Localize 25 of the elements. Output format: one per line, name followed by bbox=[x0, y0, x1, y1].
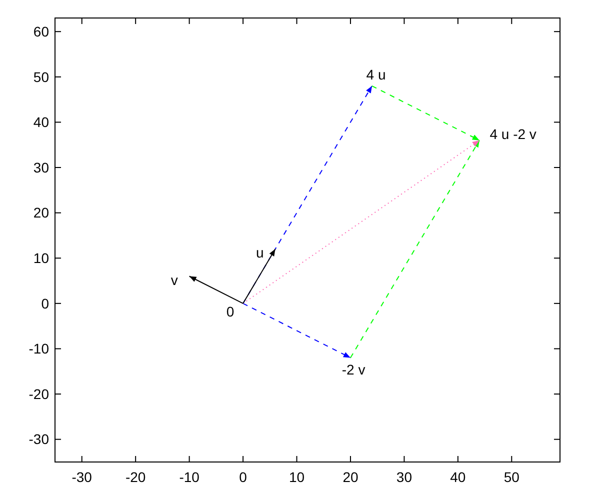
annotation: 4 u bbox=[366, 66, 386, 83]
y-tick-label: -20 bbox=[28, 386, 50, 402]
y-tick-label: -10 bbox=[28, 340, 50, 357]
x-tick-label: 20 bbox=[342, 469, 358, 485]
x-tick-label: 40 bbox=[450, 469, 466, 485]
x-tick-label: 30 bbox=[396, 469, 412, 485]
annotation: -2 v bbox=[342, 361, 366, 378]
annotation: u bbox=[256, 244, 264, 261]
x-tick-label: -20 bbox=[125, 469, 146, 485]
y-tick-label: -30 bbox=[28, 431, 50, 448]
x-tick-label: 50 bbox=[504, 469, 520, 485]
y-tick-label: 60 bbox=[33, 23, 50, 40]
y-tick-label: 30 bbox=[33, 159, 50, 176]
x-tick-label: 10 bbox=[288, 469, 305, 485]
y-tick-label: 20 bbox=[33, 204, 50, 221]
y-tick-label: 50 bbox=[33, 68, 50, 85]
y-tick-label: 0 bbox=[41, 295, 50, 312]
x-tick-label: -30 bbox=[72, 469, 92, 485]
y-tick-label: 10 bbox=[33, 250, 50, 266]
x-tick-label: 0 bbox=[239, 469, 248, 485]
annotation: 4 u -2 v bbox=[490, 126, 536, 142]
y-tick-label: 40 bbox=[33, 114, 50, 130]
x-tick-label: -10 bbox=[179, 469, 200, 485]
annotation: v bbox=[170, 272, 178, 288]
annotation: 0 bbox=[226, 303, 234, 320]
